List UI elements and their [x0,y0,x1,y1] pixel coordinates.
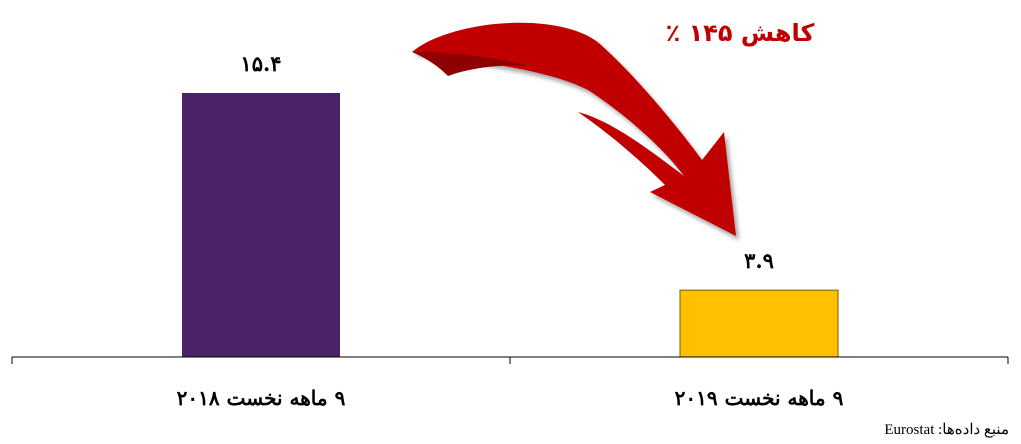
decrease-annotation: کاهش ۱۴۵ ٪ [666,19,815,47]
bars-layer [182,93,839,358]
bar-1 [182,93,340,357]
source-label: منبع داده‌ها: [938,422,1009,438]
source-note: منبع داده‌ها: Eurostat [884,420,1009,439]
bar-2 [679,289,839,358]
arrow-ribbon-fold [412,52,530,76]
category-label-1: ۹ ماهه نخست ۲۰۱۸ [177,386,346,410]
value-label-1: ۱۵.۴ [240,51,281,76]
source-value: Eurostat [884,422,935,438]
category-labels-layer: ۹ ماهه نخست ۲۰۱۸ ۹ ماهه نخست ۲۰۱۹ [177,386,844,410]
category-label-2: ۹ ماهه نخست ۲۰۱۹ [675,386,844,410]
decrease-arrow [412,22,736,236]
arrow-ribbon-back [578,112,684,186]
value-label-2: ۳.۹ [744,248,774,273]
value-labels-layer: ۱۵.۴ ۳.۹ [240,51,774,273]
x-axis-ticks [11,357,1009,364]
